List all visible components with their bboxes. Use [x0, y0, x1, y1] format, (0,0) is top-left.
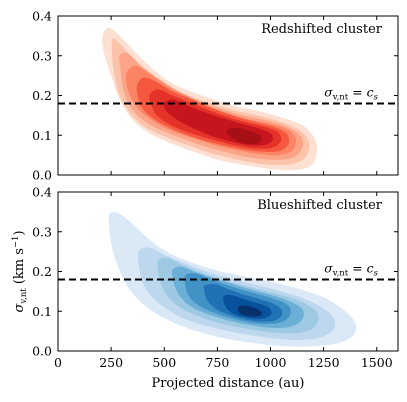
- y-axis-label: σv,nt (km s−1): [11, 230, 29, 312]
- sound-speed-annotation: σv,nt = cs: [324, 260, 378, 278]
- top-panel-frame: [57, 15, 399, 176]
- bottom-panel-blueshifted: σv,nt = cs Blueshifted cluster 0.0 0.1 0.2…: [32, 185, 399, 370]
- x-tick-label: 750: [205, 355, 229, 370]
- y-tick-label: 0.1: [32, 304, 52, 319]
- x-axis-label: Projected distance (au): [151, 376, 304, 391]
- y-tick-label: 0.3: [32, 224, 52, 239]
- red-density-contours: [102, 27, 317, 171]
- contour-level-8: [237, 305, 263, 317]
- x-tick-label: 1000: [255, 355, 287, 370]
- equals-sign: =: [348, 260, 366, 275]
- x-tick-label: 1500: [361, 355, 393, 370]
- equals-sign: =: [348, 84, 366, 99]
- y-tick-label: 0.0: [32, 344, 52, 359]
- top-panel-redshifted: σv,nt = cs Redshifted cluster 0.00.10.20…: [32, 9, 399, 183]
- y-tick-label: 0.4: [32, 185, 52, 200]
- y-tick-label: 0.0: [32, 168, 52, 183]
- bottom-panel-axes: 0.0 0.1 0.2 0.3 0.4 0 250 500 750 1000 1250 1500: [32, 185, 398, 370]
- ylabel-units: (km s: [12, 248, 27, 288]
- sigma-subscript: v,nt: [332, 268, 349, 278]
- cs-symbol: c: [367, 260, 374, 275]
- x-tick-label: 250: [99, 355, 123, 370]
- ylabel-exponent: −1: [11, 236, 21, 249]
- top-panel-axes: 0.0 0.1 0.2 0.3 0.4: [32, 9, 398, 183]
- blue-density-contours: [108, 211, 357, 347]
- cs-subscript: s: [374, 92, 379, 102]
- y-tick-label: 0.2: [32, 264, 52, 279]
- contour-level-8: [226, 128, 262, 145]
- panel-label-redshifted: Redshifted cluster: [261, 22, 383, 37]
- ylabel-subscript: v,nt: [19, 288, 29, 305]
- y-tick-label: 0.1: [32, 128, 52, 143]
- sound-speed-annotation: σv,nt = cs: [324, 84, 378, 102]
- cs-symbol: c: [367, 84, 374, 99]
- sigma-subscript: v,nt: [332, 92, 349, 102]
- panel-label-blueshifted: Blueshifted cluster: [257, 198, 383, 213]
- x-tick-label: 500: [152, 355, 176, 370]
- y-tick-label: 0.2: [32, 88, 52, 103]
- cs-subscript: s: [374, 268, 379, 278]
- bottom-panel-frame: [57, 191, 399, 352]
- x-tick-label: 1250: [308, 355, 340, 370]
- x-tick-label: 0: [54, 355, 62, 370]
- ylabel-close: ): [12, 230, 27, 235]
- y-tick-label: 0.4: [32, 9, 52, 24]
- y-tick-label: 0.3: [32, 48, 52, 63]
- ylabel-sigma: σ: [12, 303, 27, 313]
